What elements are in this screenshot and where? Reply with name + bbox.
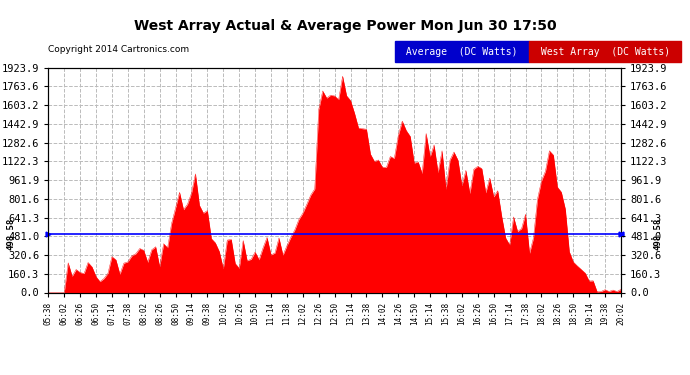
Text: West Array  (DC Watts): West Array (DC Watts) [535, 47, 676, 57]
Text: 498.58: 498.58 [7, 218, 16, 250]
Text: West Array Actual & Average Power Mon Jun 30 17:50: West Array Actual & Average Power Mon Ju… [134, 19, 556, 33]
Text: 498.58: 498.58 [653, 218, 662, 250]
Text: Copyright 2014 Cartronics.com: Copyright 2014 Cartronics.com [48, 45, 190, 54]
Text: Average  (DC Watts): Average (DC Watts) [400, 47, 524, 57]
